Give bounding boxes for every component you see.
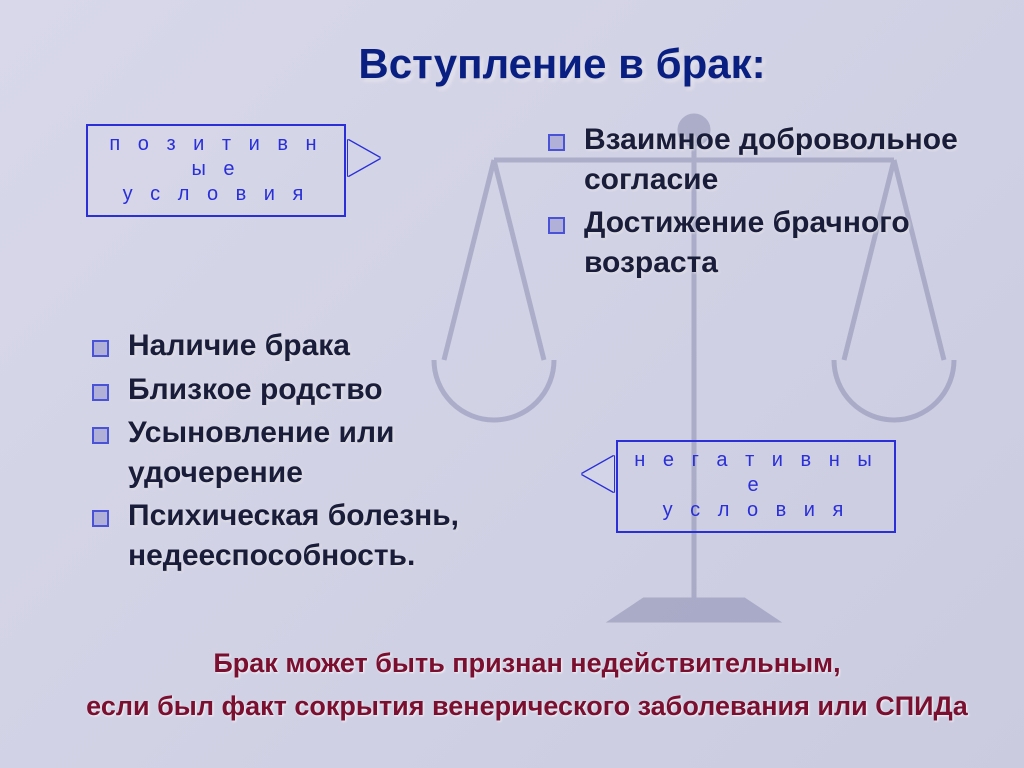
tag-negative-conditions: н е г а т и в н ы е у с л о в и я: [616, 440, 896, 533]
slide-container: Вступление в брак: п о з и т и в н ы е у…: [0, 0, 1024, 768]
footer-line-1: Брак может быть признан недействительным…: [50, 642, 1004, 685]
tag-positive-conditions: п о з и т и в н ы е у с л о в и я: [86, 124, 346, 217]
positive-conditions-list: Взаимное добровольное согласие Достижени…: [548, 120, 978, 286]
list-item: Наличие брака: [92, 326, 552, 366]
arrow-left-icon: [582, 456, 614, 492]
list-item: Психическая болезнь, недееспособность.: [92, 496, 552, 575]
footer-line-2: если был факт сокрытия венерического заб…: [50, 685, 1004, 728]
tag-negative-text: н е г а т и в н ы е у с л о в и я: [634, 449, 877, 521]
tag-positive-text: п о з и т и в н ы е у с л о в и я: [109, 133, 322, 205]
list-item: Близкое родство: [92, 370, 552, 410]
footer-note: Брак может быть признан недействительным…: [50, 642, 1004, 728]
list-item: Достижение брачного возраста: [548, 203, 978, 282]
slide-title: Вступление в брак:: [160, 40, 964, 88]
negative-conditions-list: Наличие брака Близкое родство Усыновлени…: [92, 326, 552, 580]
list-item: Взаимное добровольное согласие: [548, 120, 978, 199]
list-item: Усыновление или удочерение: [92, 413, 552, 492]
arrow-right-icon: [348, 140, 380, 176]
